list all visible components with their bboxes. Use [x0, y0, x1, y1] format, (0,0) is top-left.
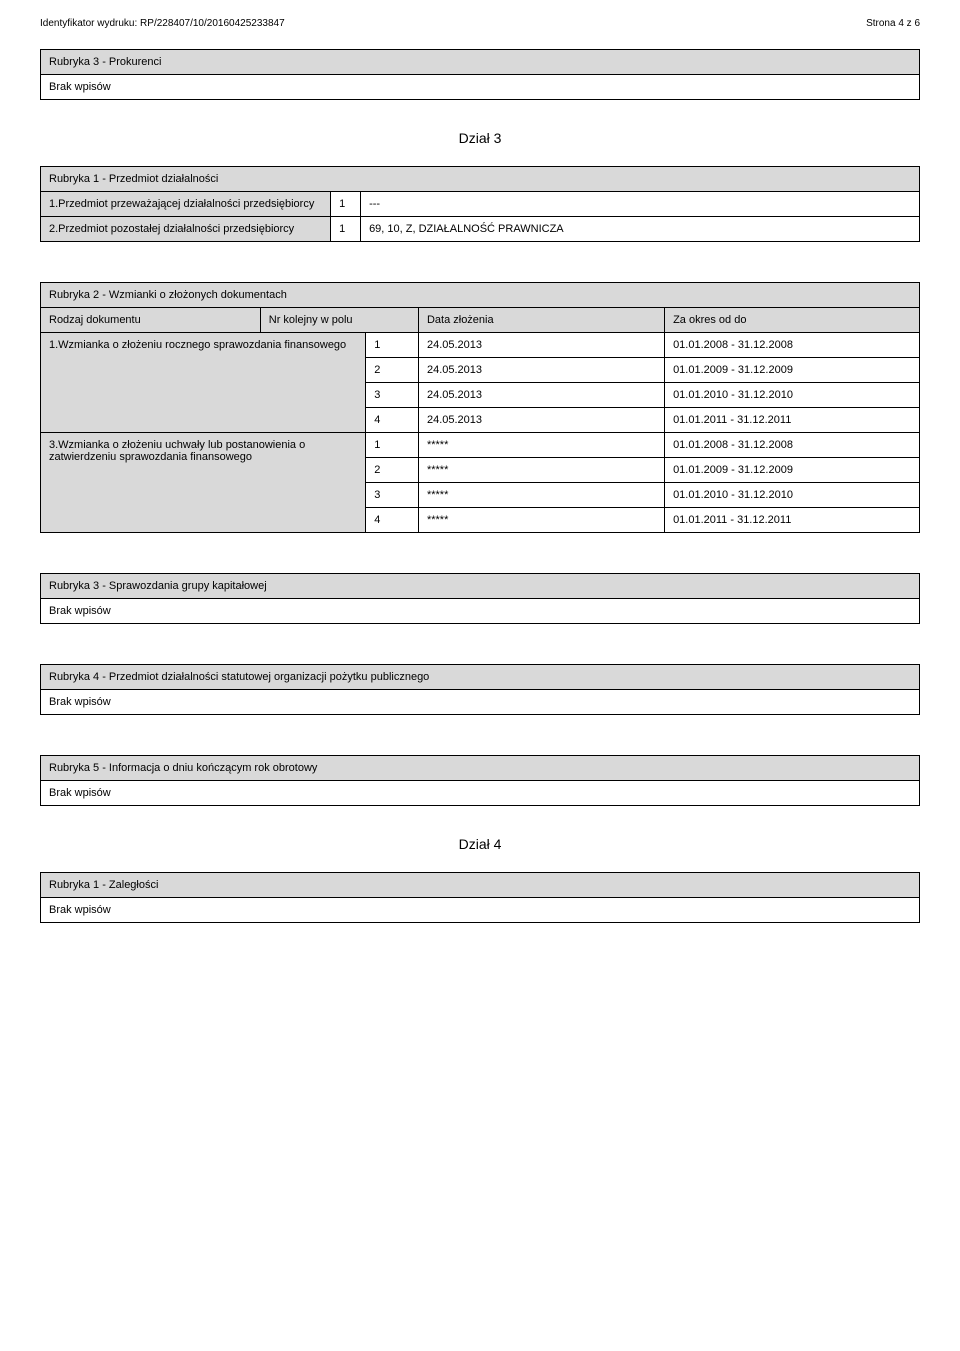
rubryka1-zaleglosci-box: Rubryka 1 - Zaległości Brak wpisów: [40, 872, 920, 923]
col-data: Data złożenia: [418, 308, 664, 333]
rubryka3-sprawozdania-box: Rubryka 3 - Sprawozdania grupy kapitałow…: [40, 573, 920, 624]
cell-n: 1: [366, 333, 419, 358]
rubryka4-opp-empty: Brak wpisów: [41, 690, 920, 715]
col-rodzaj: Rodzaj dokumentu: [41, 308, 261, 333]
page-header-row: Identyfikator wydruku: RP/228407/10/2016…: [40, 18, 920, 29]
table-row: 1.Wzmianka o złożeniu rocznego sprawozda…: [41, 333, 920, 358]
col-okres: Za okres od do: [665, 308, 920, 333]
cell-d: *****: [418, 508, 664, 533]
cell-d: *****: [418, 458, 664, 483]
group-label: 1.Wzmianka o złożeniu rocznego sprawozda…: [41, 333, 366, 433]
page-number: Strona 4 z 6: [866, 18, 920, 29]
cell-n: 3: [366, 383, 419, 408]
row-label: 1.Przedmiot przeważającej działalności p…: [41, 192, 331, 217]
rubryka3-prokurenci-empty: Brak wpisów: [41, 75, 920, 100]
rubryka4-opp-title: Rubryka 4 - Przedmiot działalności statu…: [41, 665, 920, 690]
cell-o: 01.01.2010 - 31.12.2010: [665, 383, 920, 408]
rubryka1-przedmiot-title: Rubryka 1 - Przedmiot działalności: [41, 167, 920, 192]
cell-o: 01.01.2008 - 31.12.2008: [665, 333, 920, 358]
cell-d: 24.05.2013: [418, 408, 664, 433]
cell-o: 01.01.2011 - 31.12.2011: [665, 408, 920, 433]
row-label: 2.Przedmiot pozostałej działalności prze…: [41, 217, 331, 242]
row-value: ---: [361, 192, 920, 217]
cell-o: 01.01.2010 - 31.12.2010: [665, 483, 920, 508]
dzial4-heading: Dział 4: [40, 836, 920, 852]
rubryka1-zaleglosci-title: Rubryka 1 - Zaległości: [41, 873, 920, 898]
rubryka1-zaleglosci-empty: Brak wpisów: [41, 898, 920, 923]
col-nr: Nr kolejny w polu: [260, 308, 418, 333]
rubryka1-przedmiot-table: Rubryka 1 - Przedmiot działalności 1.Prz…: [40, 166, 920, 242]
cell-d: *****: [418, 433, 664, 458]
rubryka4-opp-box: Rubryka 4 - Przedmiot działalności statu…: [40, 664, 920, 715]
table-row: 3.Wzmianka o złożeniu uchwały lub postan…: [41, 433, 920, 458]
cell-o: 01.01.2008 - 31.12.2008: [665, 433, 920, 458]
cell-n: 2: [366, 458, 419, 483]
rubryka5-rok-title: Rubryka 5 - Informacja o dniu kończącym …: [41, 756, 920, 781]
cell-d: 24.05.2013: [418, 383, 664, 408]
cell-o: 01.01.2009 - 31.12.2009: [665, 458, 920, 483]
rubryka2-title: Rubryka 2 - Wzmianki o złożonych dokumen…: [41, 283, 920, 308]
rubryka5-rok-empty: Brak wpisów: [41, 781, 920, 806]
row-num: 1: [331, 217, 361, 242]
cell-d: 24.05.2013: [418, 333, 664, 358]
cell-d: 24.05.2013: [418, 358, 664, 383]
cell-o: 01.01.2011 - 31.12.2011: [665, 508, 920, 533]
print-id-label: Identyfikator wydruku:: [40, 18, 137, 29]
rubryka2-wzmianki-table: Rubryka 2 - Wzmianki o złożonych dokumen…: [40, 282, 920, 533]
rubryka3-sprawozdania-title: Rubryka 3 - Sprawozdania grupy kapitałow…: [41, 574, 920, 599]
cell-n: 4: [366, 408, 419, 433]
rubryka3-prokurenci-box: Rubryka 3 - Prokurenci Brak wpisów: [40, 49, 920, 100]
table-row: 1.Przedmiot przeważającej działalności p…: [41, 192, 920, 217]
rubryka3-sprawozdania-empty: Brak wpisów: [41, 599, 920, 624]
rubryka5-rok-box: Rubryka 5 - Informacja o dniu kończącym …: [40, 755, 920, 806]
row-num: 1: [331, 192, 361, 217]
dzial3-heading: Dział 3: [40, 130, 920, 146]
table-row: 2.Przedmiot pozostałej działalności prze…: [41, 217, 920, 242]
row-value: 69, 10, Z, DZIAŁALNOŚĆ PRAWNICZA: [361, 217, 920, 242]
print-id: Identyfikator wydruku: RP/228407/10/2016…: [40, 18, 285, 29]
group-label: 3.Wzmianka o złożeniu uchwały lub postan…: [41, 433, 366, 533]
page-container: Identyfikator wydruku: RP/228407/10/2016…: [0, 0, 960, 973]
cell-n: 3: [366, 483, 419, 508]
rubryka3-prokurenci-title: Rubryka 3 - Prokurenci: [41, 50, 920, 75]
cell-o: 01.01.2009 - 31.12.2009: [665, 358, 920, 383]
cell-n: 1: [366, 433, 419, 458]
cell-d: *****: [418, 483, 664, 508]
table-header-row: Rodzaj dokumentu Nr kolejny w polu Data …: [41, 308, 920, 333]
cell-n: 2: [366, 358, 419, 383]
print-id-value: RP/228407/10/20160425233847: [140, 18, 285, 29]
cell-n: 4: [366, 508, 419, 533]
